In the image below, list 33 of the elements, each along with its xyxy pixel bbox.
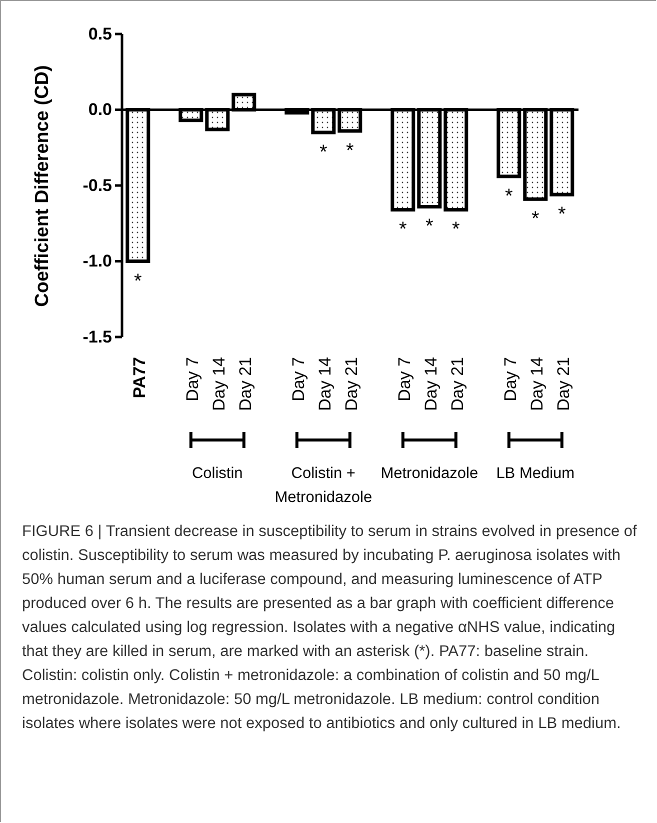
data-label: * <box>320 141 328 164</box>
data-label: * <box>134 270 142 292</box>
x-tick-label: Day 14 <box>315 357 334 411</box>
text: Colistin + Metronidazole <box>274 465 372 506</box>
y-tick-label: 0.5 <box>88 24 112 44</box>
data-label: * <box>505 185 513 208</box>
x-tick-label: Day 7 <box>288 357 308 402</box>
x-tick-label: Day 14 <box>527 357 546 411</box>
y-tick-label: 0.0 <box>88 100 112 120</box>
data-label: * <box>426 216 434 238</box>
x-tick-label: Day 21 <box>448 357 467 411</box>
data-label: * <box>346 140 354 162</box>
x-tick-label: Day 7 <box>182 357 202 402</box>
y-axis-title: Coefficient Difference (CD) <box>32 65 53 307</box>
text: Colistin <box>192 465 243 482</box>
text: Metronidazole <box>380 465 478 482</box>
text: FIGURE 6 | Transient decrease in susceptibility to serum in strains evolved in presence of colistin. Susceptibility to serum was measured by incubating P. aeruginosa isolates with 50% human serum and a luciferase compound, and measuring luminescence of ATP produced over 6 h. The results are presented as a bar graph with coefficient difference values calculated using log regression. Isolates with a negative αNHS value, indicating that they are killed in serum, are marked with an asterisk (*). PA77: baseline strain. Colistin: colistin only. Colistin + metronidazole: a combination of colistin and 50 mg/L metronidazole. Metronidazole: 50 mg/L metronidazole. LB medium: control condition isolates where isolates were not exposed to antibiotics and only cultured in LB medium. <box>22 523 637 732</box>
data-label: * <box>399 218 407 241</box>
x-tick-label: PA77 <box>130 357 149 398</box>
x-tick-label: Day 21 <box>236 357 255 411</box>
x-tick-label: Day 7 <box>500 357 520 402</box>
data-label: * <box>532 208 540 230</box>
y-tick-label: -0.5 <box>82 176 112 195</box>
x-tick-label: Day 14 <box>209 357 228 411</box>
x-tick-label: Day 7 <box>394 357 414 402</box>
y-tick-label: -1.0 <box>82 252 112 271</box>
data-label: * <box>558 204 566 226</box>
x-tick-label: Day 14 <box>421 357 440 411</box>
data-label: * <box>452 218 460 241</box>
x-tick-label: Day 21 <box>342 357 361 411</box>
x-tick-label: Day 21 <box>554 357 573 411</box>
y-tick-label: -1.5 <box>82 327 112 346</box>
text: LB Medium <box>496 465 575 482</box>
